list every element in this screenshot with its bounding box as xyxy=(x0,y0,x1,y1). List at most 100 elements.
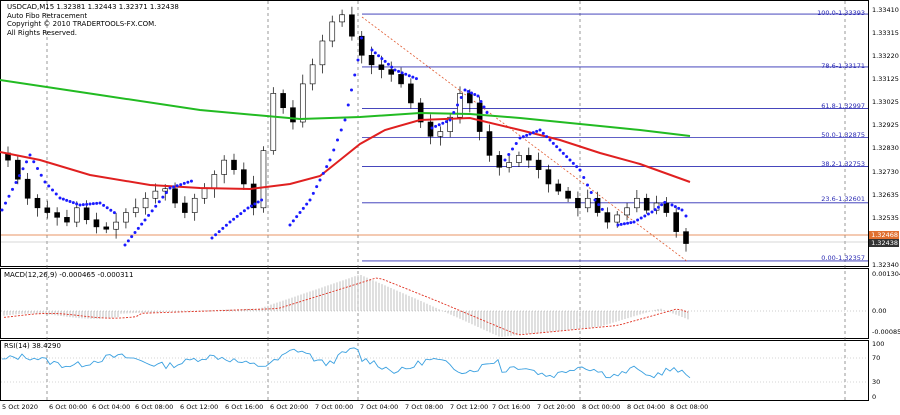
sar-dot xyxy=(578,168,582,172)
sar-dot xyxy=(18,174,21,178)
sar-dot xyxy=(189,179,193,183)
rsi-axis-label: 30 xyxy=(872,378,881,386)
sar-dot xyxy=(175,184,179,188)
sar-dot xyxy=(407,74,411,78)
price-label: 1.32635 xyxy=(872,191,899,199)
macd-panel[interactable] xyxy=(0,268,869,339)
sar-dot xyxy=(325,165,329,169)
sar-dot xyxy=(172,185,176,189)
candle-body xyxy=(260,150,267,209)
candle-body xyxy=(83,207,90,221)
sar-dot xyxy=(47,184,51,188)
sar-dot xyxy=(521,135,525,139)
sar-dot xyxy=(600,207,604,211)
candle-body xyxy=(103,226,110,230)
sar-dot xyxy=(91,202,95,206)
candle-body xyxy=(427,121,434,137)
candle-body xyxy=(172,188,178,204)
sar-dot xyxy=(663,200,667,204)
candle-body xyxy=(447,116,453,132)
candle-body xyxy=(349,14,355,37)
sar-dot xyxy=(161,195,165,199)
candle-body xyxy=(34,197,41,209)
time-label: 6 Oct 00:00 xyxy=(49,403,88,411)
fibo-label-618: 61.8-1.32997 xyxy=(821,102,865,110)
main-panel[interactable] xyxy=(0,0,869,267)
price-label: 1.33125 xyxy=(872,75,899,83)
parabolic-sar xyxy=(0,36,688,247)
sar-dot xyxy=(21,167,25,171)
price-label: 1.32535 xyxy=(872,214,899,222)
rsi-panel[interactable] xyxy=(0,340,869,401)
time-label: 7 Oct 20:00 xyxy=(537,403,576,411)
bid-price-tag: 1.32468 xyxy=(869,231,899,239)
candle-body xyxy=(545,169,552,185)
candles xyxy=(5,6,689,252)
time-label: 6 Oct 04:00 xyxy=(92,403,131,411)
sar-dot xyxy=(308,198,312,202)
candle-body xyxy=(319,40,326,66)
candle-body xyxy=(614,214,621,223)
sar-dot xyxy=(4,201,7,205)
macd-axis-label: 0.001304 xyxy=(872,270,900,278)
price-axis xyxy=(869,0,900,415)
sar-dot xyxy=(503,158,507,162)
time-label: 8 Oct 08:00 xyxy=(670,403,709,411)
sar-dot xyxy=(397,69,401,73)
candle-body xyxy=(683,231,689,244)
rsi-title: RSI(14) 38.4290 xyxy=(4,342,61,350)
sar-dot xyxy=(36,167,39,170)
sar-dot xyxy=(123,243,127,247)
sar-dot xyxy=(479,100,483,103)
sar-dot xyxy=(434,124,438,128)
sar-dot xyxy=(54,192,58,196)
sar-dot xyxy=(541,131,545,135)
sar-dot xyxy=(147,213,151,217)
sar-dot xyxy=(168,186,172,190)
time-label: 5 Oct 2020 xyxy=(2,403,39,411)
sar-dot xyxy=(452,111,456,114)
sar-dot xyxy=(370,48,374,52)
sar-dot xyxy=(561,151,565,155)
sar-dot xyxy=(0,208,4,212)
sar-dot xyxy=(186,180,190,184)
macd-signal-line xyxy=(3,277,689,336)
time-label: 7 Oct 12:00 xyxy=(450,403,489,411)
sar-dot xyxy=(551,141,555,145)
ask-price-tag: 1.32438 xyxy=(869,239,899,247)
candle-body xyxy=(555,183,562,192)
candle-body xyxy=(634,197,640,209)
sar-dot xyxy=(441,121,445,125)
sar-dot xyxy=(88,202,92,206)
price-label: 1.32730 xyxy=(872,168,899,176)
sar-dot xyxy=(528,132,532,136)
sar-dot xyxy=(404,72,408,76)
sar-dot xyxy=(346,103,350,107)
candle-body xyxy=(152,190,159,199)
candle-body xyxy=(378,64,385,70)
candle-body xyxy=(241,169,247,185)
sar-dot xyxy=(318,178,322,182)
sar-dot xyxy=(383,59,387,63)
sar-dot xyxy=(51,188,54,192)
indicator-name: Auto Fibo Retracement xyxy=(7,11,88,20)
sar-dot xyxy=(476,94,480,98)
candle-body xyxy=(486,131,493,156)
sar-dot xyxy=(582,176,586,179)
sar-dot xyxy=(400,71,404,75)
sar-dot xyxy=(459,96,463,99)
sar-dot xyxy=(444,120,448,124)
sar-dot xyxy=(336,138,339,142)
sar-dot xyxy=(619,222,623,226)
sar-dot xyxy=(61,197,65,201)
sar-dot xyxy=(680,208,684,212)
sar-dot xyxy=(210,236,214,240)
candle-body xyxy=(93,219,100,228)
vertical-grid xyxy=(46,1,846,400)
sar-dot xyxy=(646,212,650,216)
sar-dot xyxy=(239,212,243,216)
fibo-label-786: 78.6-1.33171 xyxy=(821,62,865,70)
candle-body xyxy=(604,212,611,223)
candle-body xyxy=(44,207,51,213)
